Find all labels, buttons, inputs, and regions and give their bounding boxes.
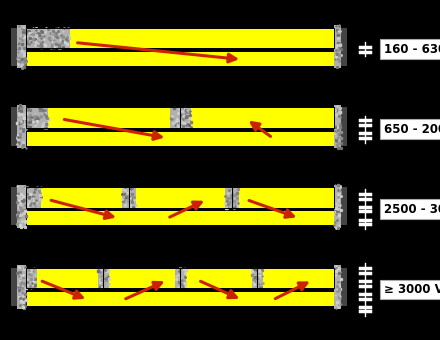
Bar xyxy=(334,185,341,228)
Bar xyxy=(334,265,341,309)
Bar xyxy=(26,51,334,66)
Bar xyxy=(26,107,334,128)
Bar xyxy=(26,210,334,225)
Bar xyxy=(98,268,109,288)
Bar xyxy=(334,105,341,148)
Bar xyxy=(170,107,191,128)
Bar xyxy=(224,187,239,208)
Bar xyxy=(26,28,70,48)
Text: 2500 - 3000 Vdc: 2500 - 3000 Vdc xyxy=(384,203,440,216)
Bar xyxy=(26,107,334,128)
Text: 160 - 630 Vdc: 160 - 630 Vdc xyxy=(384,43,440,56)
Bar xyxy=(341,28,347,66)
Bar xyxy=(26,187,41,208)
Bar xyxy=(26,268,37,288)
Bar xyxy=(17,265,26,309)
Bar xyxy=(122,187,136,208)
Bar xyxy=(175,268,186,288)
Bar xyxy=(334,25,341,68)
Text: ≥ 3000 Vdc: ≥ 3000 Vdc xyxy=(384,283,440,296)
Bar xyxy=(17,25,26,68)
Bar xyxy=(11,107,17,146)
Bar xyxy=(26,107,48,128)
Bar xyxy=(11,187,17,225)
Bar xyxy=(341,268,347,306)
Bar xyxy=(26,187,334,208)
Bar xyxy=(26,268,334,288)
Bar xyxy=(341,107,347,146)
Bar xyxy=(26,28,334,48)
Text: 650 - 2000 Vdc: 650 - 2000 Vdc xyxy=(384,123,440,136)
Bar xyxy=(26,28,334,48)
Bar xyxy=(11,28,17,66)
Bar xyxy=(341,187,347,225)
Bar xyxy=(26,291,334,306)
Bar xyxy=(26,187,334,208)
Bar xyxy=(26,131,334,146)
Bar xyxy=(26,268,334,288)
Bar xyxy=(17,105,26,148)
Bar xyxy=(252,268,263,288)
Bar xyxy=(11,268,17,306)
Bar xyxy=(17,185,26,228)
